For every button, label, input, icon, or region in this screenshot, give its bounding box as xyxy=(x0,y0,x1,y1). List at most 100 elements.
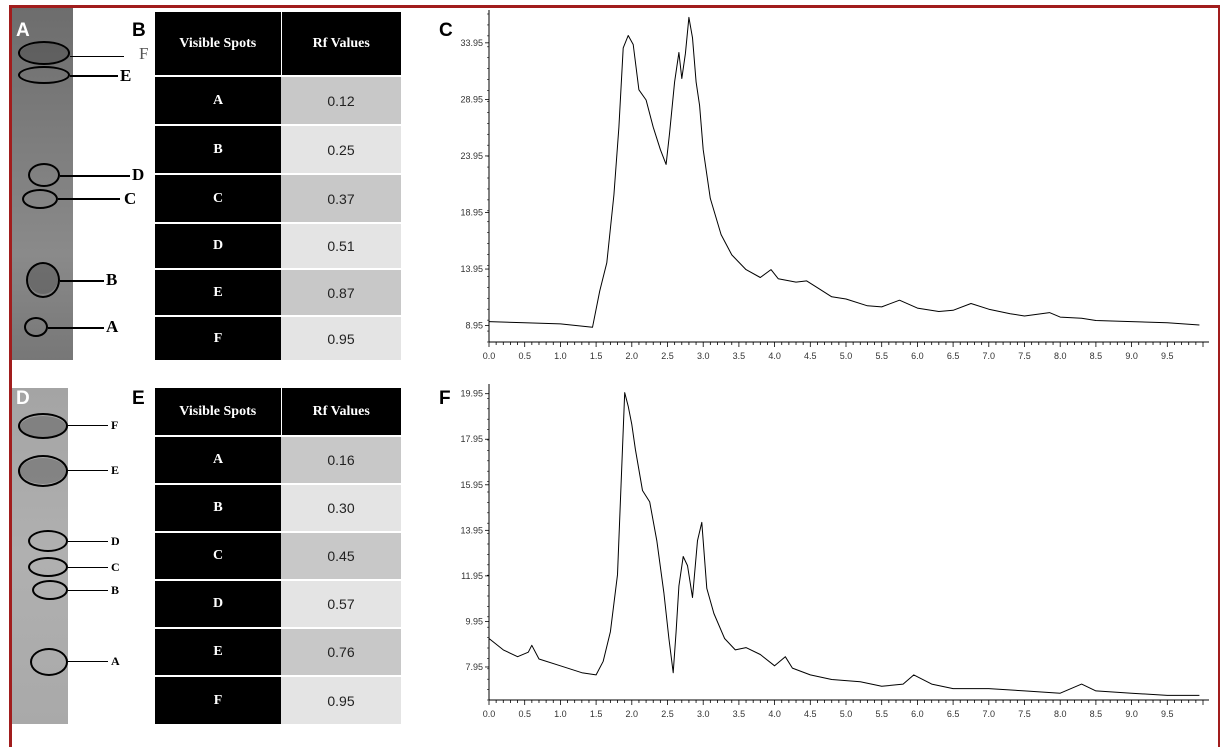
spot-ring-e-top xyxy=(18,66,70,84)
x-tick-label: 1.5 xyxy=(590,709,603,719)
spot-cell: C xyxy=(155,531,281,580)
x-tick-label: 7.0 xyxy=(983,351,996,361)
leader-f-bottom xyxy=(68,425,108,426)
figure-frame xyxy=(9,5,1220,747)
leader-a-bottom xyxy=(68,661,108,662)
spot-cell: B xyxy=(155,124,281,174)
spot-cell: E xyxy=(155,627,281,676)
x-tick-label: 2.5 xyxy=(661,709,674,719)
leader-f-top xyxy=(70,56,124,57)
rf-cell: 0.95 xyxy=(281,675,401,724)
x-tick-label: 4.5 xyxy=(804,351,817,361)
x-tick-label: 2.0 xyxy=(626,709,639,719)
y-tick-label: 7.95 xyxy=(465,662,483,672)
spot-label-b-bottom: B xyxy=(111,583,120,597)
header-visible-spots: Visible Spots xyxy=(155,388,282,436)
spot-ring-c-top xyxy=(22,189,58,209)
rf-table-bottom: Visible Spots Rf Values A 0.16 B 0.30 C 0.4… xyxy=(155,388,401,724)
leader-c-bottom xyxy=(68,567,108,568)
x-tick-label: 0.0 xyxy=(483,709,496,719)
x-tick-label: 9.0 xyxy=(1125,351,1138,361)
table-row: A 0.16 xyxy=(155,435,401,484)
spot-ring-c-bottom xyxy=(28,557,68,577)
leader-d-top xyxy=(60,175,130,177)
x-tick-label: 7.5 xyxy=(1018,351,1031,361)
y-tick-label: 23.95 xyxy=(460,151,483,161)
x-tick-label: 3.0 xyxy=(697,351,710,361)
x-tick-label: 7.5 xyxy=(1018,709,1031,719)
spot-cell: C xyxy=(155,173,281,223)
chromatogram-bottom: 0.0 0.5 1.0 1.5 2.0 2.5 3.0 3.5 4.0 4.5 5.0 5.5 6.0 6… xyxy=(460,384,1209,719)
x-tick-label: 3.5 xyxy=(733,351,746,361)
chromatogram-top: 0.0 0.5 1.0 1.5 2.0 2.5 3.0 3.5 4.0 4.5 5.0 5.5 6.0 6… xyxy=(460,10,1209,361)
y-tick-label: 33.95 xyxy=(460,38,483,48)
spot-label-b-top: B xyxy=(106,270,118,289)
rf-cell: 0.51 xyxy=(281,222,401,269)
rf-cell: 0.45 xyxy=(281,531,401,580)
header-rf-values: Rf Values xyxy=(281,388,401,436)
x-tick-label: 2.5 xyxy=(661,351,674,361)
leader-d-bottom xyxy=(68,541,108,542)
x-tick-label: 9.5 xyxy=(1161,351,1174,361)
rf-cell: 0.37 xyxy=(281,173,401,223)
spot-cell: A xyxy=(155,75,281,125)
y-tick-label: 28.95 xyxy=(460,94,483,104)
spot-ring-b-top xyxy=(26,262,60,298)
y-tick-label: 9.95 xyxy=(465,616,483,626)
y-tick-label: 11.95 xyxy=(461,571,483,581)
spot-label-e-top: E xyxy=(120,66,132,85)
rf-cell: 0.95 xyxy=(281,315,401,360)
chromatogram-series-line xyxy=(488,392,1200,696)
x-tick-label: 3.0 xyxy=(697,709,710,719)
y-tick-label: 13.95 xyxy=(460,264,483,274)
table-row: D 0.57 xyxy=(155,579,401,628)
panel-label-e: E xyxy=(132,388,145,409)
x-tick-label: 5.0 xyxy=(840,709,853,719)
leader-b-top xyxy=(60,280,104,282)
leader-e-top xyxy=(70,75,118,77)
x-tick-label: 6.0 xyxy=(911,709,924,719)
panel-label-d: D xyxy=(16,388,30,409)
spot-label-d-top: D xyxy=(132,165,145,184)
table-row: B 0.30 xyxy=(155,483,401,532)
x-tick-label: 9.0 xyxy=(1125,709,1138,719)
header-rf-values: Rf Values xyxy=(281,12,401,76)
spot-label-e-bottom: E xyxy=(111,463,120,477)
chromatogram-series-line xyxy=(488,16,1200,328)
rf-cell: 0.25 xyxy=(281,124,401,174)
x-tick-label: 1.0 xyxy=(554,351,567,361)
table-row: C 0.37 xyxy=(155,173,401,223)
spot-cell: D xyxy=(155,579,281,628)
table-row: D 0.51 xyxy=(155,222,401,269)
spot-ring-d-top xyxy=(28,163,60,187)
header-visible-spots: Visible Spots xyxy=(155,12,282,76)
x-tick-label: 6.5 xyxy=(947,709,960,719)
table-row: A 0.12 xyxy=(155,75,401,125)
spot-ring-f-top xyxy=(18,41,70,65)
spot-label-a-top: A xyxy=(106,317,119,336)
x-tick-label: 4.0 xyxy=(768,351,781,361)
spot-label-f-bottom: F xyxy=(111,418,119,432)
x-tick-label: 5.5 xyxy=(875,351,888,361)
spot-ring-b-bottom xyxy=(32,580,68,600)
x-tick-label: 4.0 xyxy=(768,709,781,719)
spot-ring-a-top xyxy=(24,317,48,337)
x-tick-label: 5.5 xyxy=(875,709,888,719)
x-tick-label: 8.0 xyxy=(1054,351,1067,361)
leader-c-top xyxy=(58,198,120,200)
x-tick-label: 6.0 xyxy=(911,351,924,361)
spot-cell: A xyxy=(155,435,281,484)
rf-cell: 0.12 xyxy=(281,75,401,125)
panel-label-b: B xyxy=(132,20,146,41)
rf-cell: 0.87 xyxy=(281,268,401,316)
x-tick-label: 2.0 xyxy=(626,351,639,361)
leader-b-bottom xyxy=(68,590,108,591)
table-row: B 0.25 xyxy=(155,124,401,174)
rf-cell: 0.16 xyxy=(281,435,401,484)
spot-label-d-bottom: D xyxy=(111,534,120,548)
leader-e-bottom xyxy=(68,470,108,471)
y-tick-label: 13.95 xyxy=(460,525,483,535)
x-tick-label: 1.5 xyxy=(590,351,603,361)
y-tick-label: 19.95 xyxy=(460,389,483,399)
x-tick-label: 0.0 xyxy=(483,351,496,361)
